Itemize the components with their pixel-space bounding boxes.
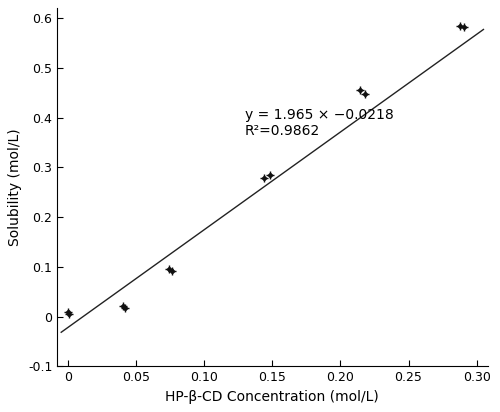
X-axis label: HP-β-CD Concentration (mol/L): HP-β-CD Concentration (mol/L) (166, 390, 379, 404)
Y-axis label: Solubility (mol/L): Solubility (mol/L) (8, 129, 22, 246)
Text: y = 1.965 × −0.0218
R²=0.9862: y = 1.965 × −0.0218 R²=0.9862 (245, 108, 394, 138)
